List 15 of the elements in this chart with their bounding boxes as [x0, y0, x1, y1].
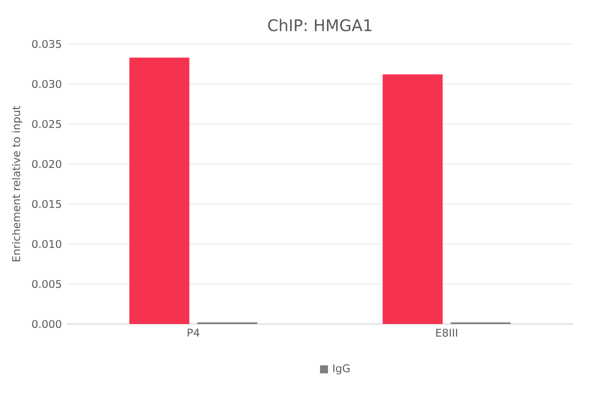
y-tick-label: 0.025: [32, 120, 62, 128]
y-tick-label: 0.005: [32, 280, 62, 288]
y-tick-label: 0.015: [32, 200, 62, 208]
bar: [382, 74, 443, 324]
y-tick-label: 0.010: [32, 240, 62, 248]
y-tick-label: 0.000: [32, 320, 62, 328]
legend-label: IgG: [333, 364, 350, 374]
y-tick-label: 0.035: [32, 40, 62, 48]
y-tick-label: 0.030: [32, 80, 62, 88]
x-tick-label: P4: [188, 328, 200, 336]
y-tick-label: 0.020: [32, 160, 62, 168]
chart-title: ChIP: HMGA1: [268, 18, 372, 32]
y-axis-title: Enrichement relative to input: [12, 106, 22, 262]
bar: [129, 57, 190, 324]
x-tick-label: E8III: [436, 328, 458, 337]
